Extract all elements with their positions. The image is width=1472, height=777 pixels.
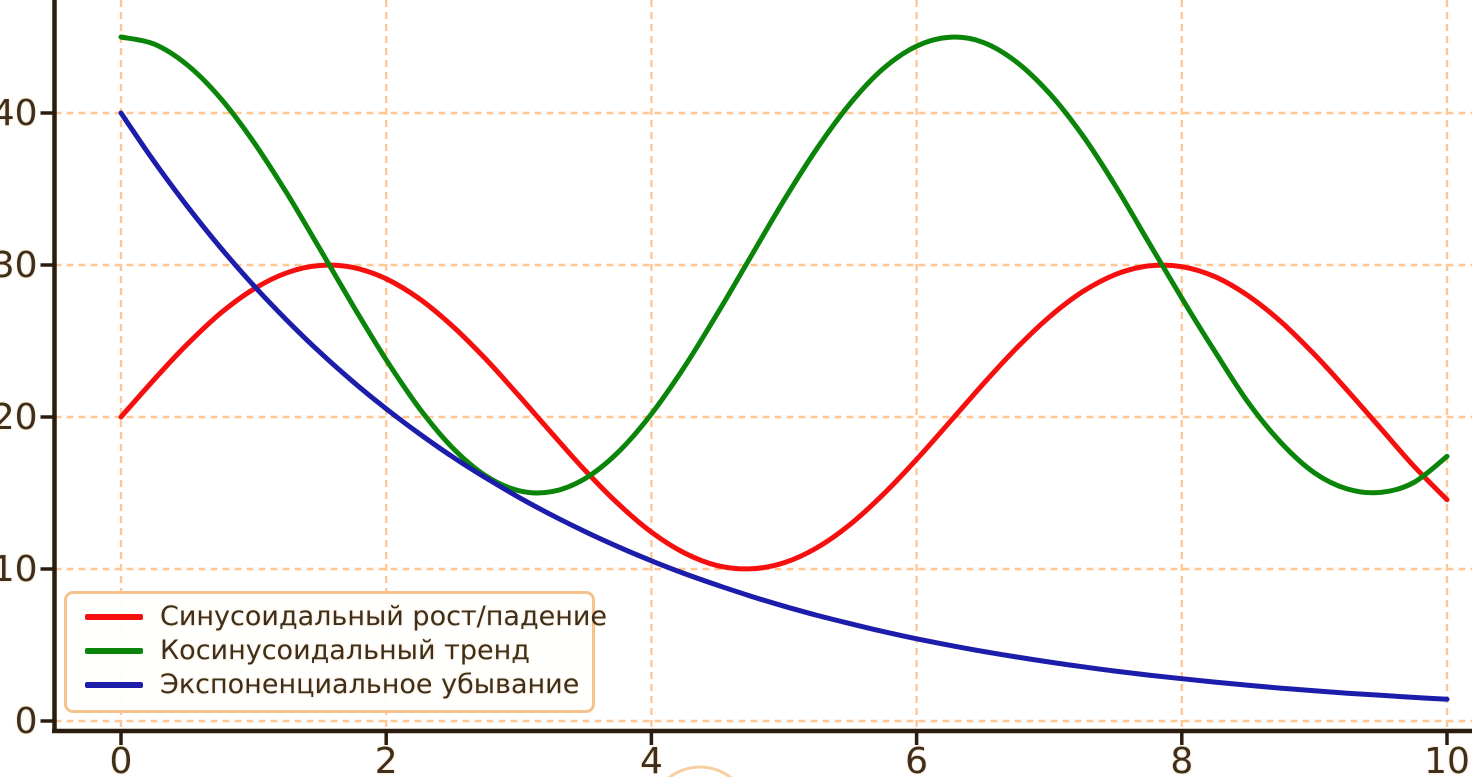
x-tick-label: 8	[1170, 741, 1193, 777]
y-tick-label: 0	[15, 701, 38, 742]
grid-lines	[54, 0, 1472, 731]
x-tick-label: 10	[1424, 741, 1470, 777]
legend-label: Экспоненциальное убывание	[160, 669, 580, 700]
y-tick-label: 30	[0, 245, 38, 286]
tick-labels: 0 2 4 6 8 10 0 10 20 30 40	[0, 93, 1470, 777]
legend: Синусоидальный рост/падение Косинусоидал…	[64, 591, 607, 713]
cursor-halo-arc	[667, 765, 733, 777]
series-line-cosine	[118, 34, 1450, 496]
x-tick-label: 4	[640, 741, 663, 777]
legend-label: Синусоидальный рост/падение	[160, 601, 608, 632]
axis-spines	[52, 0, 1472, 734]
tick-marks	[40, 111, 1449, 745]
x-tick-label: 0	[110, 741, 133, 777]
x-tick-label: 6	[905, 741, 928, 777]
series-line-sine	[118, 262, 1450, 572]
legend-line-sample-red	[85, 614, 143, 620]
legend-line-sample-green	[85, 648, 143, 654]
legend-item-cosine: Косинусоидальный тренд	[67, 635, 592, 667]
legend-line-sample-blue	[85, 682, 143, 688]
legend-item-sine: Синусоидальный рост/падение	[67, 601, 607, 633]
series-line-exp	[118, 110, 1450, 702]
y-tick-label: 20	[0, 397, 38, 438]
y-tick-label: 10	[0, 549, 38, 590]
legend-item-exp: Экспоненциальное убывание	[67, 669, 592, 701]
x-tick-label: 2	[375, 741, 398, 777]
y-tick-label: 40	[0, 93, 38, 134]
legend-label: Косинусоидальный тренд	[160, 635, 530, 666]
